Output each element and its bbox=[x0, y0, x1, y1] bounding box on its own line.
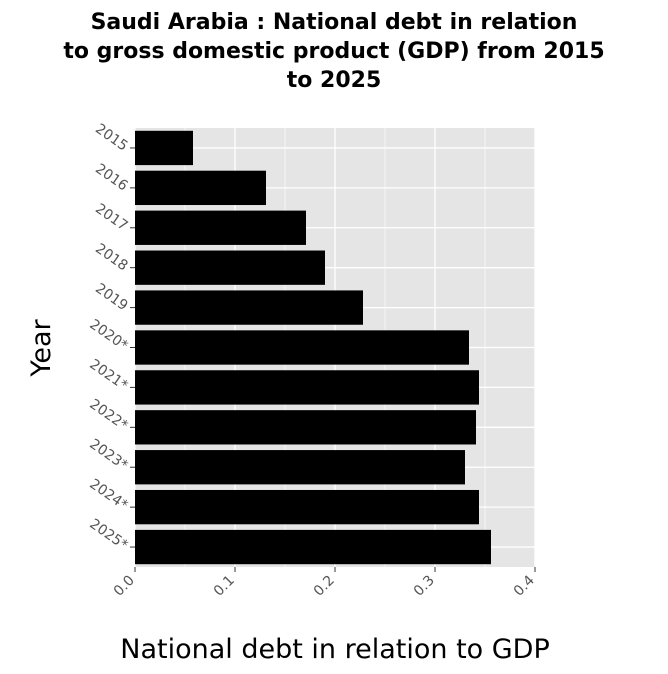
y-tick-label: 2024* bbox=[86, 476, 130, 514]
bar-2015 bbox=[135, 130, 193, 166]
y-tick-label: 2025* bbox=[86, 516, 130, 554]
y-tick-label: 2022* bbox=[86, 396, 130, 434]
bars bbox=[135, 130, 491, 565]
y-tick-label: 2020* bbox=[86, 316, 130, 354]
x-tick-label: 0.4 bbox=[511, 572, 538, 599]
bar-2023-proj bbox=[135, 450, 465, 485]
y-tick-label: 2019 bbox=[92, 281, 130, 315]
chart-title-line-3: to 2025 bbox=[286, 68, 382, 93]
bar-2016 bbox=[135, 170, 266, 206]
bar-2021-proj bbox=[135, 370, 479, 405]
bar-2017 bbox=[135, 210, 306, 245]
x-tick-label: 0.0 bbox=[111, 573, 138, 600]
y-tick-label: 2023* bbox=[86, 436, 130, 474]
y-tick-label: 2018 bbox=[92, 241, 130, 275]
x-axis-title: National debt in relation to GDP bbox=[120, 634, 550, 665]
bar-2019 bbox=[135, 290, 363, 325]
y-tick-label: 2016 bbox=[92, 161, 130, 195]
bar-2018 bbox=[135, 250, 325, 285]
y-axis-title: Year bbox=[26, 319, 57, 378]
chart-title-line-2: to gross domestic product (GDP) from 201… bbox=[63, 39, 605, 64]
y-tick-label: 2015 bbox=[92, 121, 130, 155]
x-tick-label: 0.3 bbox=[411, 573, 438, 600]
bar-2020-proj bbox=[135, 330, 469, 365]
chart-title: Saudi Arabia : National debt in relation… bbox=[0, 8, 668, 95]
bar-2025-proj bbox=[135, 529, 491, 565]
x-tick-label: 0.2 bbox=[311, 573, 338, 600]
x-tick-label: 0.1 bbox=[211, 573, 238, 600]
y-tick-label: 2017 bbox=[92, 201, 130, 235]
y-tick-label: 2021* bbox=[86, 356, 130, 394]
bar-2024-proj bbox=[135, 489, 479, 525]
chart-title-line-1: Saudi Arabia : National debt in relation bbox=[90, 10, 578, 35]
bar-2022-proj bbox=[135, 410, 476, 445]
